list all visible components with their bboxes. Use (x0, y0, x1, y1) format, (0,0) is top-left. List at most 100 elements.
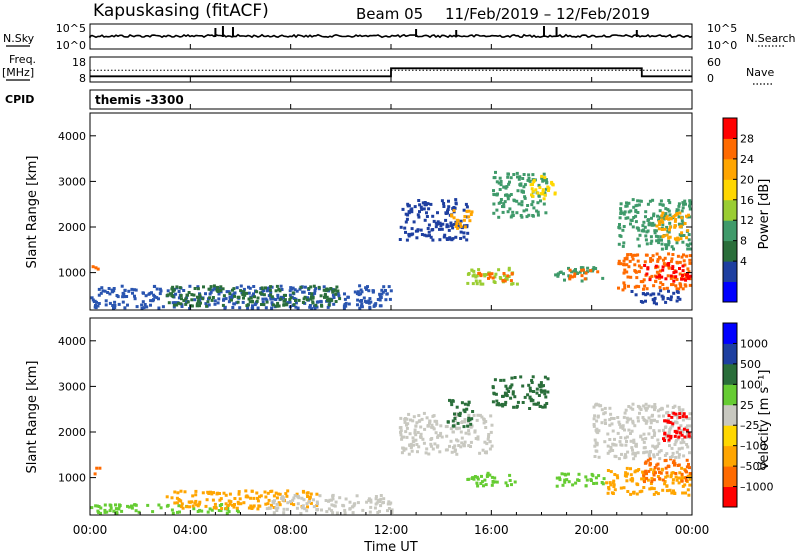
heatmap-cell (454, 225, 458, 228)
heatmap-cell (658, 285, 662, 289)
heatmap-cell (685, 435, 688, 439)
heatmap-cell (476, 435, 480, 439)
heatmap-cell (170, 496, 174, 500)
heatmap-cell (510, 272, 514, 276)
heatmap-cell (666, 229, 670, 233)
heatmap-cell (688, 261, 692, 265)
colorbar-swatch (723, 363, 737, 385)
heatmap-cell (149, 299, 153, 303)
heatmap-cell (444, 218, 448, 222)
heatmap-cell (458, 225, 461, 229)
heatmap-cell (506, 197, 510, 201)
heatmap-cell (688, 247, 692, 251)
heatmap-cell (688, 451, 691, 455)
heatmap-cell (294, 305, 298, 309)
heatmap-cell (431, 447, 435, 451)
heatmap-cell (270, 503, 273, 507)
heatmap-cell (685, 254, 689, 258)
heatmap-cell (292, 496, 296, 500)
heatmap-cell (159, 289, 163, 293)
heatmap-cell (629, 275, 633, 279)
heatmap-cell (565, 478, 569, 482)
heatmap-cell (385, 292, 389, 296)
heatmap-cell (595, 481, 599, 485)
heatmap-cell (626, 275, 630, 279)
heatmap-cell (253, 295, 256, 299)
heatmap-cell (196, 287, 200, 291)
heatmap-cell (619, 443, 623, 447)
heatmap-cell (438, 238, 442, 242)
heatmap-cell (299, 512, 303, 515)
heatmap-cell (585, 478, 589, 482)
time-x-axis: 00:00 04:00 08:00 12:00 16:00 20:00 00:00 (73, 44, 709, 537)
heatmap-cell (684, 415, 688, 419)
heatmap-cell (252, 496, 256, 500)
heatmap-cell (608, 423, 612, 427)
heatmap-cell (600, 408, 604, 412)
heatmap-cell (315, 508, 319, 512)
heatmap-cell (649, 487, 653, 491)
heatmap-cell (650, 223, 654, 227)
heatmap-cell (292, 303, 296, 307)
heatmap-cell (245, 304, 249, 308)
heatmap-cell (677, 453, 681, 457)
heatmap-cell (146, 503, 150, 507)
heatmap-cell (465, 209, 469, 213)
heatmap-cell (358, 284, 362, 288)
heatmap-cell (315, 500, 319, 504)
heatmap-cell (668, 235, 672, 239)
heatmap-cell (610, 416, 613, 420)
heatmap-cell (291, 286, 295, 290)
heatmap-cell (438, 450, 442, 454)
heatmap-cell (613, 437, 616, 441)
heatmap-cell (582, 268, 585, 272)
heatmap-cell (430, 425, 434, 429)
heatmap-cell (104, 299, 108, 303)
heatmap-cell (367, 499, 371, 502)
heatmap-cell (657, 227, 661, 231)
heatmap-cell (315, 300, 319, 304)
heatmap-cell (652, 487, 656, 491)
heatmap-cell (442, 205, 446, 208)
heatmap-cell (593, 438, 597, 442)
heatmap-cell (379, 504, 383, 508)
heatmap-cell (656, 475, 660, 478)
heatmap-cell (415, 443, 419, 446)
heatmap-cell (667, 199, 671, 202)
heatmap-cell (650, 216, 653, 220)
heatmap-cell (501, 205, 504, 208)
heatmap-cell (302, 290, 306, 294)
heatmap-cell (404, 430, 408, 434)
heatmap-cell (500, 402, 504, 406)
heatmap-cell (170, 508, 174, 512)
heatmap-cell (584, 475, 588, 479)
heatmap-cell (387, 285, 391, 289)
heatmap-cell (670, 491, 674, 495)
heatmap-cell (186, 293, 190, 297)
heatmap-cell (179, 489, 183, 493)
heatmap-cell (649, 450, 652, 453)
heatmap-cell (649, 293, 653, 297)
heatmap-cell (189, 304, 193, 308)
heatmap-cell (194, 493, 198, 497)
heatmap-cell (660, 468, 664, 472)
heatmap-cell (625, 466, 629, 470)
heatmap-cell (358, 306, 362, 310)
heatmap-cell (491, 385, 495, 389)
noise-panel: N.Sky 10^5 10^0 10^5 10^0 N.Search (3, 22, 796, 52)
heatmap-cell (644, 210, 648, 214)
heatmap-cell (91, 298, 95, 302)
heatmap-cell (634, 293, 638, 297)
heatmap-cell (680, 479, 684, 483)
heatmap-cell (173, 501, 177, 505)
heatmap-cell (589, 269, 593, 273)
heatmap-cell (219, 497, 223, 501)
heatmap-cell (543, 191, 547, 195)
heatmap-cell (121, 295, 125, 299)
heatmap-cell (375, 501, 379, 505)
heatmap-cell (507, 266, 511, 270)
heatmap-cell (506, 194, 510, 198)
heatmap-cell (302, 297, 306, 301)
heatmap-cell (665, 474, 669, 478)
